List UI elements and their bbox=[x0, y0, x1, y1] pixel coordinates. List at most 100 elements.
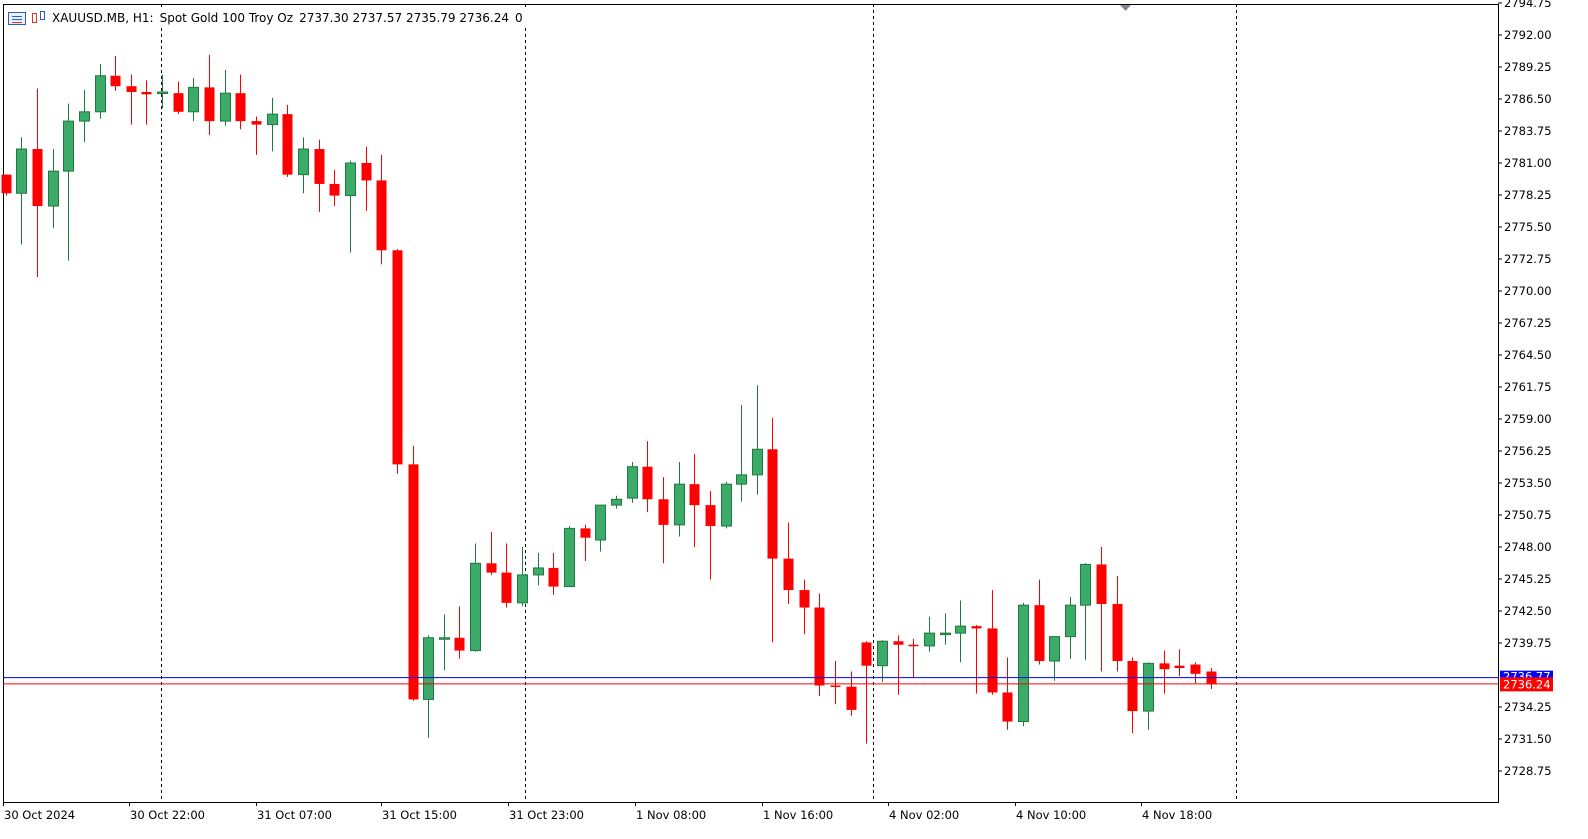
candle-body bbox=[658, 499, 669, 525]
candle-body bbox=[1096, 564, 1107, 605]
candle bbox=[721, 481, 732, 529]
candle bbox=[439, 614, 450, 671]
candle-body bbox=[204, 87, 215, 122]
candle bbox=[361, 146, 372, 211]
candle-body bbox=[955, 625, 966, 634]
volume-value: 0 bbox=[515, 11, 523, 25]
candle bbox=[767, 417, 778, 643]
x-tick-label: 31 Oct 23:00 bbox=[509, 808, 584, 822]
candle bbox=[501, 543, 512, 608]
candle-body bbox=[689, 484, 700, 506]
candle bbox=[642, 441, 653, 513]
candle bbox=[1159, 650, 1170, 694]
candle-body bbox=[188, 86, 199, 113]
candle-body bbox=[141, 92, 152, 95]
x-tick-label: 31 Oct 07:00 bbox=[257, 808, 332, 822]
candle bbox=[814, 593, 825, 696]
candle-body bbox=[345, 162, 356, 197]
candle bbox=[752, 385, 763, 495]
candle bbox=[329, 169, 340, 207]
candle-body bbox=[1034, 605, 1045, 662]
candle-body bbox=[877, 640, 888, 667]
candle-body bbox=[220, 92, 231, 122]
candle-body bbox=[95, 75, 106, 113]
candle-body bbox=[814, 607, 825, 686]
y-tick-label: 2753.50 bbox=[1504, 476, 1552, 490]
candle-body bbox=[752, 448, 763, 476]
candle bbox=[674, 462, 685, 537]
y-tick-label: 2786.50 bbox=[1504, 92, 1552, 106]
y-tick-label: 2759.00 bbox=[1504, 412, 1552, 426]
y-tick-label: 2781.00 bbox=[1504, 156, 1552, 170]
candle bbox=[955, 600, 966, 663]
candle-body bbox=[1018, 604, 1029, 723]
candle-body bbox=[783, 558, 794, 591]
candle bbox=[1190, 662, 1201, 684]
y-tick-label: 2767.25 bbox=[1504, 316, 1552, 330]
candle bbox=[314, 139, 325, 212]
candle-body bbox=[642, 466, 653, 500]
candle bbox=[16, 137, 27, 245]
y-tick-label: 2742.50 bbox=[1504, 604, 1552, 618]
candle bbox=[1143, 662, 1154, 730]
candle bbox=[408, 445, 419, 701]
candle-body bbox=[940, 632, 951, 636]
candle-body bbox=[595, 504, 606, 541]
x-tick-label: 30 Oct 22:00 bbox=[130, 808, 205, 822]
x-tick-label: 4 Nov 18:00 bbox=[1142, 808, 1212, 822]
candle bbox=[204, 54, 215, 136]
candle-body bbox=[408, 464, 419, 700]
candle bbox=[235, 74, 246, 130]
candle bbox=[783, 522, 794, 605]
candle-body bbox=[580, 528, 591, 538]
candle bbox=[580, 524, 591, 561]
symbol-timeframe: XAUUSD.MB, H1: bbox=[52, 11, 154, 25]
candle-body bbox=[611, 498, 622, 506]
candle bbox=[141, 80, 152, 125]
candle-body bbox=[454, 637, 465, 651]
candle-body bbox=[329, 183, 340, 196]
candle bbox=[267, 97, 278, 152]
y-tick-label: 2731.50 bbox=[1504, 732, 1552, 746]
candle bbox=[736, 405, 747, 502]
y-tick-label: 2783.75 bbox=[1504, 124, 1552, 138]
candle-body bbox=[282, 114, 293, 175]
candle-body bbox=[392, 250, 403, 465]
scroll-marker-icon bbox=[1120, 5, 1131, 11]
candle bbox=[376, 154, 387, 265]
candle bbox=[32, 88, 43, 278]
candle bbox=[454, 606, 465, 659]
candle-body bbox=[1190, 664, 1201, 674]
candle bbox=[188, 78, 199, 122]
candle-body bbox=[533, 567, 544, 576]
candle bbox=[110, 55, 121, 91]
y-tick-label: 2728.75 bbox=[1504, 764, 1552, 778]
candle bbox=[1112, 576, 1123, 672]
candle-body bbox=[63, 120, 74, 172]
candle-body bbox=[893, 641, 904, 645]
candle-body bbox=[908, 644, 919, 647]
candle-body bbox=[32, 149, 43, 207]
candle bbox=[595, 504, 606, 552]
candle-body bbox=[846, 686, 857, 710]
candle-body bbox=[971, 626, 982, 629]
candle bbox=[705, 491, 716, 580]
symbol-list-icon[interactable] bbox=[8, 11, 26, 25]
candle-body bbox=[235, 93, 246, 122]
candle bbox=[846, 671, 857, 716]
y-tick-label: 2778.25 bbox=[1504, 188, 1552, 202]
candle-body bbox=[16, 148, 27, 194]
y-tick-label: 2792.00 bbox=[1504, 28, 1552, 42]
candle-body bbox=[298, 148, 309, 176]
candle-body bbox=[721, 483, 732, 527]
x-tick-label: 4 Nov 10:00 bbox=[1016, 808, 1086, 822]
candle bbox=[1002, 657, 1013, 730]
candle bbox=[282, 104, 293, 177]
candle-body bbox=[705, 505, 716, 527]
bid-price-tag-bg bbox=[1500, 677, 1553, 692]
candle bbox=[48, 149, 59, 229]
chart-type-icon[interactable] bbox=[30, 11, 48, 25]
candle bbox=[1065, 597, 1076, 659]
candle-body bbox=[1002, 692, 1013, 722]
